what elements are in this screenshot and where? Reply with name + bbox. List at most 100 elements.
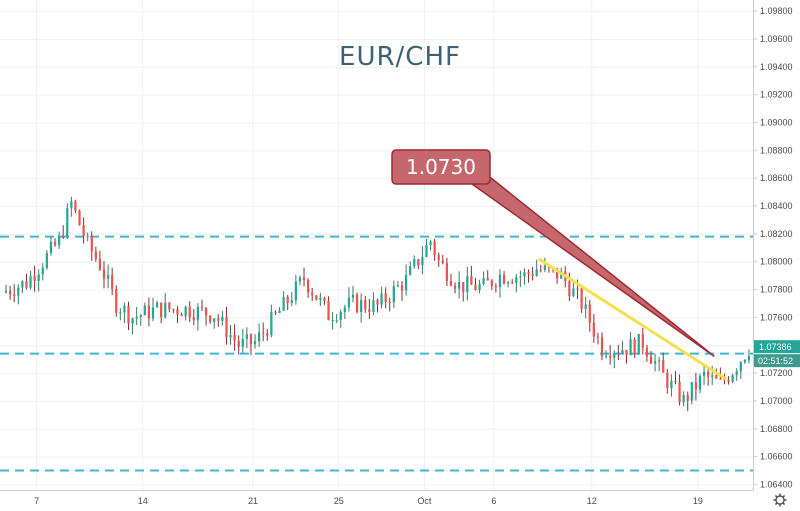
time-axis-label: 21: [248, 496, 258, 506]
candle-body: [731, 375, 734, 382]
candle-body: [127, 305, 130, 324]
candle-body: [41, 267, 44, 275]
candle-body: [707, 371, 710, 377]
candle-body: [274, 311, 277, 313]
candle-body: [466, 276, 469, 293]
candle-body: [323, 297, 326, 301]
candle-body: [155, 302, 159, 308]
candle-body: [739, 362, 742, 372]
candle-body: [176, 309, 179, 315]
candle-body: [433, 241, 436, 256]
time-axis-panel[interactable]: [0, 490, 800, 511]
candle-body: [278, 310, 281, 313]
candle-body: [119, 312, 122, 314]
price-axis-label: 1.07600: [760, 312, 793, 322]
candle-body: [45, 253, 48, 268]
candle-body: [649, 356, 653, 364]
candle-body: [458, 282, 461, 289]
candle-body: [78, 210, 81, 226]
price-axis-label: 1.09200: [760, 90, 793, 100]
candle-body: [453, 285, 457, 289]
candle-body: [666, 372, 669, 389]
candle-body: [188, 306, 191, 318]
candle-body: [282, 296, 285, 311]
candle-body: [225, 316, 228, 338]
candle-body: [437, 255, 440, 261]
countdown-label: 02:51:52: [758, 356, 793, 366]
candle-body: [470, 276, 473, 285]
candle-body: [311, 292, 314, 296]
candle-body: [511, 282, 514, 284]
trendline[interactable]: [537, 257, 728, 381]
candle-body: [302, 277, 306, 281]
candle-body: [392, 286, 395, 303]
candle-body: [409, 266, 412, 275]
callout-label: 1.0730: [406, 155, 476, 179]
candle-body: [421, 256, 424, 266]
candle-body: [123, 305, 126, 313]
candle-body: [490, 280, 493, 287]
candle-body: [486, 277, 489, 281]
price-axis-panel[interactable]: [753, 0, 800, 511]
candle-body: [743, 359, 746, 363]
candle-body: [168, 302, 171, 310]
time-axis-label: 7: [34, 496, 39, 506]
candle-body: [131, 318, 134, 324]
candle-body: [494, 286, 497, 288]
callout-box[interactable]: [391, 149, 491, 185]
candle-body: [429, 241, 432, 246]
price-axis-label: 1.08200: [760, 229, 793, 239]
candle-body: [151, 307, 155, 319]
candle-body: [94, 251, 97, 259]
candle-body: [584, 304, 587, 309]
candle-body: [286, 296, 289, 303]
candle-body: [474, 284, 477, 290]
candle-body: [143, 305, 146, 316]
candle-body: [53, 241, 57, 246]
gear-icon[interactable]: [773, 493, 787, 507]
candle-body: [192, 317, 195, 321]
candle-body: [498, 274, 502, 288]
price-axis-label: 1.07800: [760, 285, 793, 295]
candle-body: [441, 260, 444, 264]
candle-body: [294, 281, 297, 301]
candle-body: [535, 269, 538, 276]
candle-body: [86, 236, 89, 238]
candle-body: [209, 315, 212, 322]
candle-body: [482, 277, 485, 284]
candle-body: [347, 297, 351, 308]
candle-body: [147, 305, 151, 319]
candle-body: [658, 360, 661, 362]
candle-body: [633, 339, 636, 355]
candle-body: [694, 382, 698, 390]
candle-body: [343, 307, 346, 313]
price-axis-label: 1.07200: [760, 368, 793, 378]
candle-body: [351, 294, 355, 298]
candle-body: [596, 336, 600, 338]
countdown-badge[interactable]: [754, 354, 800, 368]
candle-body: [625, 350, 628, 356]
candle-body: [241, 338, 244, 347]
candle-body: [674, 380, 677, 382]
last-price-badge[interactable]: [754, 340, 800, 354]
price-axis-label: 1.08000: [760, 257, 793, 267]
candle-body: [339, 312, 342, 321]
candle-body: [653, 361, 657, 364]
time-axis-label: Oct: [417, 496, 432, 506]
candle-body: [245, 334, 248, 339]
last-price-label: 1.07386: [759, 342, 792, 352]
candle-body: [98, 258, 102, 270]
candle-body: [229, 335, 232, 338]
candle-body: [372, 300, 375, 312]
chart-title: EUR/CHF: [339, 42, 461, 72]
candle-body: [360, 299, 363, 312]
price-axis-label: 1.09800: [760, 6, 793, 16]
price-axis-label: 1.09000: [760, 118, 793, 128]
candle-body: [331, 320, 334, 322]
candle-body: [702, 371, 706, 376]
candle-body: [604, 355, 608, 357]
candle-body: [9, 290, 12, 295]
candle-body: [13, 294, 16, 296]
